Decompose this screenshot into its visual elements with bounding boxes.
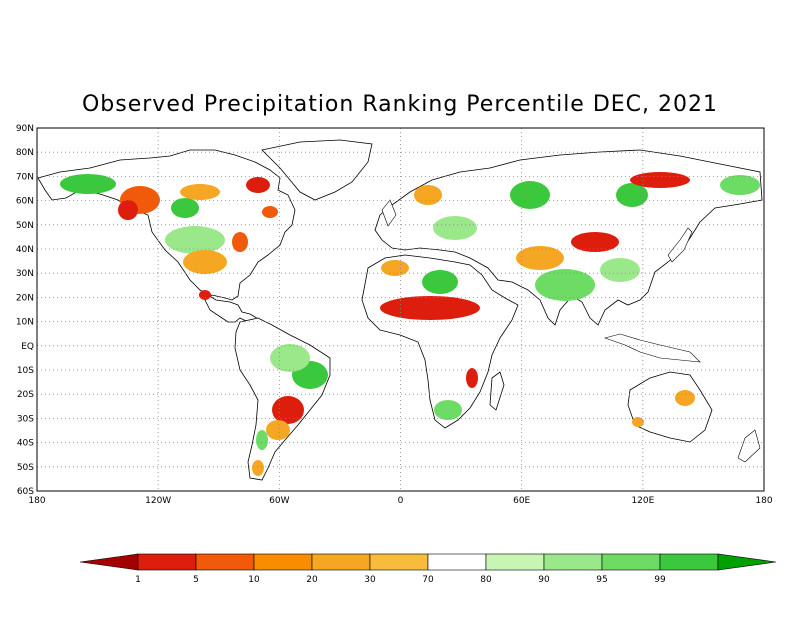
map-grid — [37, 128, 764, 491]
region-alaska — [60, 174, 116, 194]
lat-label: 20N — [16, 293, 34, 303]
region-canada-green — [171, 198, 199, 218]
legend-swatch — [369, 553, 429, 571]
lon-label: 120E — [631, 496, 654, 506]
legend-swatch — [543, 553, 603, 571]
legend-label: 90 — [538, 575, 550, 585]
region-aus-orange — [675, 390, 695, 406]
region-s-brazil — [272, 396, 304, 424]
legend-swatch — [253, 553, 313, 571]
lat-label: 70N — [16, 172, 34, 182]
lat-label: 30S — [17, 414, 34, 424]
map-frame — [36, 127, 765, 492]
legend-swatch — [137, 553, 197, 571]
region-sahara-green — [422, 270, 458, 294]
lat-label: 90N — [16, 124, 34, 134]
region-india-green — [535, 269, 595, 301]
lon-label: 180 — [28, 496, 45, 506]
land-madagascar — [489, 371, 505, 411]
lat-label: 50N — [16, 221, 34, 231]
region-mexico — [199, 290, 211, 300]
lat-label: 40N — [16, 245, 34, 255]
land-greenland — [261, 139, 373, 201]
region-nw-africa — [381, 260, 409, 276]
legend-label: 80 — [480, 575, 492, 585]
longitude-labels: 180 120W 60W 0 60E 120E 180 — [28, 496, 772, 506]
region-siberia-green — [616, 183, 648, 207]
region-quebec — [262, 206, 278, 218]
legend-label: 95 — [596, 575, 607, 585]
lat-label: 60N — [16, 197, 34, 207]
lat-label: 30N — [16, 269, 34, 279]
legend-swatch — [485, 553, 545, 571]
region-argentina — [266, 420, 290, 440]
legend-label: 70 — [422, 575, 434, 585]
region-hudson — [246, 177, 270, 193]
legend-swatch — [311, 553, 371, 571]
legend-label: 99 — [654, 575, 666, 585]
land-eurasia — [374, 149, 763, 326]
lat-label: 10S — [17, 366, 34, 376]
lat-label: 50S — [17, 463, 34, 473]
land-australia — [627, 371, 713, 443]
land-japan — [667, 227, 693, 263]
region-sahel-red — [380, 296, 480, 320]
legend-label: 10 — [248, 575, 260, 585]
lon-label: 60W — [269, 496, 289, 506]
region-s-africa — [434, 400, 462, 420]
legend-low-arrow — [79, 553, 139, 571]
region-canada-orange — [180, 184, 220, 200]
region-chile — [256, 430, 268, 450]
legend-high-arrow — [717, 553, 777, 571]
land-indonesia — [603, 333, 701, 363]
lon-label: 180 — [755, 496, 772, 506]
lon-label: 60E — [513, 496, 530, 506]
legend-swatch — [601, 553, 661, 571]
lat-label: 80N — [16, 148, 34, 158]
region-aus-sw — [632, 417, 644, 427]
legend-swatch — [427, 553, 487, 571]
legend-colorbar: 1 5 10 20 30 70 80 90 95 99 — [79, 553, 777, 585]
legend-label: 5 — [193, 575, 199, 585]
region-bc — [118, 200, 138, 220]
percentile-regions — [60, 172, 760, 476]
lat-label: 60S — [17, 487, 34, 497]
region-europe-green — [433, 216, 477, 240]
lat-label: 10N — [16, 318, 34, 328]
legend-swatch — [659, 553, 719, 571]
lat-label: 40S — [17, 439, 34, 449]
region-far-east — [720, 175, 760, 195]
map-title: Observed Precipitation Ranking Percentil… — [81, 92, 719, 117]
lat-label: 20S — [17, 390, 34, 400]
region-us-east — [232, 232, 248, 252]
latitude-labels: 90N 80N 70N 60N 50N 40N 30N 20N 10N EQ 10S 20S 30S 40… — [16, 124, 34, 497]
lon-label: 120W — [145, 496, 171, 506]
region-patagonia — [252, 460, 264, 476]
lat-label: EQ — [21, 342, 34, 352]
region-se-africa — [466, 368, 478, 388]
legend-label: 1 — [135, 575, 141, 585]
region-china-red — [571, 232, 619, 252]
legend-label: 20 — [306, 575, 318, 585]
region-scandinavia — [414, 185, 442, 205]
land-new-zealand — [737, 429, 761, 463]
region-russia-green — [510, 181, 550, 209]
region-asia-orange — [516, 246, 564, 270]
land-uk — [381, 199, 397, 227]
lon-label: 0 — [398, 496, 404, 506]
region-china-green — [600, 258, 640, 282]
legend-label: 30 — [364, 575, 376, 585]
region-us-green — [165, 226, 225, 254]
region-siberia-red — [630, 172, 690, 188]
region-brazil-green — [270, 344, 310, 372]
region-us-orange — [183, 250, 227, 274]
legend-swatch — [195, 553, 255, 571]
